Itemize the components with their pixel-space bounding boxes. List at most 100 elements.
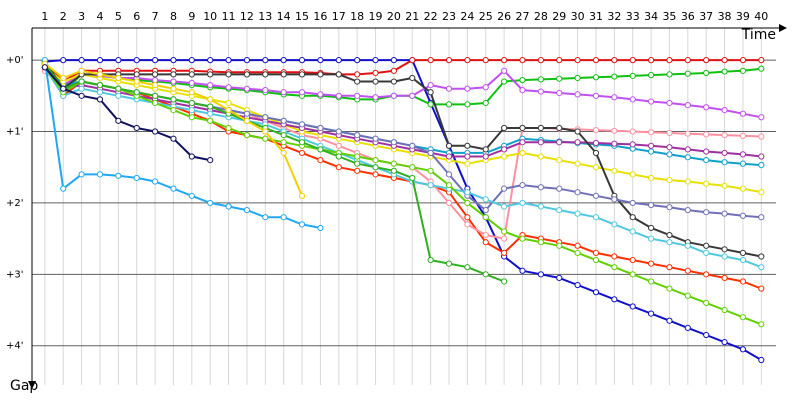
data-point	[684, 57, 691, 64]
data-point	[354, 92, 361, 99]
data-point	[501, 153, 508, 160]
x-tick-label: 6	[133, 10, 140, 23]
data-point	[170, 135, 177, 142]
x-tick-label: 3	[78, 10, 85, 23]
data-point	[739, 278, 747, 285]
data-point	[298, 221, 306, 228]
x-tick-label: 15	[295, 10, 309, 23]
lines	[41, 57, 765, 364]
x-tick-label: 12	[240, 10, 254, 23]
data-point	[739, 256, 747, 264]
data-point	[188, 107, 195, 114]
data-point	[574, 281, 581, 289]
data-point	[409, 142, 416, 149]
data-point	[482, 57, 489, 64]
data-point	[115, 117, 122, 124]
data-point	[482, 153, 489, 160]
data-point	[721, 132, 728, 139]
data-point	[170, 71, 177, 78]
data-point	[703, 249, 710, 257]
data-point	[372, 69, 379, 77]
data-point	[592, 139, 600, 147]
series-line	[44, 59, 762, 83]
data-point	[335, 153, 342, 160]
data-point	[519, 124, 526, 132]
data-point	[537, 57, 544, 64]
data-point	[409, 74, 416, 82]
data-point	[115, 74, 122, 82]
data-point	[390, 57, 397, 64]
data-point	[354, 132, 361, 139]
data-point	[225, 57, 232, 64]
data-point	[703, 209, 710, 216]
data-point	[758, 356, 765, 364]
data-point	[78, 85, 85, 92]
data-point	[666, 285, 673, 292]
data-point	[298, 71, 306, 78]
x-tick-label: 24	[460, 10, 474, 23]
data-point	[133, 124, 140, 132]
data-point	[647, 148, 655, 155]
data-point	[115, 85, 122, 92]
data-point	[758, 114, 765, 121]
x-tick-label: 14	[277, 10, 291, 23]
data-point	[464, 264, 471, 271]
data-point	[170, 185, 177, 192]
data-point	[427, 149, 434, 157]
data-point	[611, 296, 618, 303]
data-point	[317, 146, 324, 153]
data-point	[629, 96, 636, 103]
x-tick-label: 20	[387, 10, 401, 23]
data-point	[629, 141, 636, 148]
data-point	[721, 210, 728, 217]
x-tick-label: 40	[754, 10, 768, 23]
data-point	[409, 174, 416, 182]
data-point	[574, 91, 581, 98]
data-point	[556, 75, 563, 82]
data-point	[629, 214, 636, 221]
data-point	[647, 235, 655, 242]
data-point	[445, 181, 453, 189]
x-tick-label: 37	[699, 10, 713, 23]
data-point	[445, 57, 453, 64]
data-point	[537, 271, 544, 278]
data-point	[188, 114, 195, 121]
data-point	[519, 87, 526, 94]
x-tick-label: 21	[405, 10, 419, 23]
data-point	[96, 71, 104, 78]
data-point	[647, 72, 655, 79]
data-point	[647, 278, 655, 285]
data-point	[298, 57, 306, 64]
data-point	[556, 206, 563, 214]
x-tick-label: 28	[534, 10, 548, 23]
data-point	[427, 57, 434, 64]
data-point	[629, 271, 636, 278]
data-point	[482, 206, 489, 214]
data-point	[464, 153, 471, 160]
data-point	[666, 176, 673, 184]
data-point	[666, 231, 673, 239]
data-point	[721, 339, 728, 346]
data-point	[262, 128, 269, 135]
data-point	[684, 146, 691, 153]
data-point	[739, 57, 747, 64]
data-point	[629, 199, 636, 207]
data-point	[427, 82, 434, 89]
data-point	[574, 189, 581, 196]
data-point	[464, 214, 471, 221]
data-point	[739, 132, 747, 139]
data-point	[151, 57, 159, 64]
x-tick-label: 31	[589, 10, 603, 23]
data-point	[501, 249, 508, 257]
data-point	[739, 185, 747, 192]
data-point	[647, 174, 655, 182]
data-point	[574, 160, 581, 167]
series-line	[44, 66, 762, 290]
data-point	[592, 249, 600, 257]
data-point	[758, 253, 765, 260]
data-point	[721, 149, 728, 157]
x-tick-label: 19	[369, 10, 383, 23]
data-point	[758, 57, 765, 64]
data-point	[684, 292, 691, 299]
data-point	[666, 144, 673, 151]
